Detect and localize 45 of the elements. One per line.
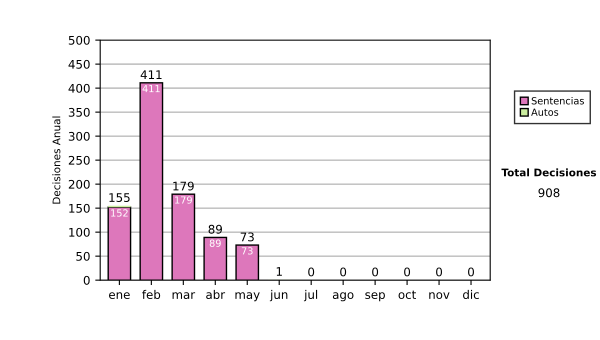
total-label: 1 <box>276 267 282 276</box>
text: Total Decisiones <box>501 168 596 176</box>
total-label: 0 <box>468 268 474 276</box>
total-label: 0 <box>308 268 314 276</box>
x-tick-label: nov <box>429 292 450 300</box>
y-axis-title: Decisiones Anual <box>52 116 60 204</box>
x-tick-label: dic <box>463 290 479 300</box>
y-tick-label: 450 <box>68 60 90 69</box>
total-label: 0 <box>436 268 442 276</box>
total-label: 179 <box>173 182 194 190</box>
total-label: 0 <box>340 268 346 276</box>
legend-label: Autos <box>531 108 558 116</box>
x-tick-label: jun <box>270 290 288 302</box>
total-label: 89 <box>208 224 222 234</box>
x-tick-label: jul <box>304 290 318 302</box>
y-tick-label: 300 <box>68 132 90 141</box>
data-label: 89 <box>210 240 221 247</box>
y-tick-label: 400 <box>68 84 90 93</box>
y-tick-label: 350 <box>68 108 90 117</box>
data-label: 152 <box>111 209 128 217</box>
x-tick-label: may <box>235 292 260 302</box>
x-tick-label: sep <box>365 292 385 302</box>
data-label: 179 <box>175 196 192 204</box>
x-tick-label: ago <box>332 292 354 302</box>
y-tick-label: 100 <box>69 228 90 237</box>
x-tick-label: feb <box>142 290 160 300</box>
total-label: 411 <box>140 70 162 79</box>
total-label: 73 <box>240 232 254 242</box>
y-tick-label: 500 <box>68 36 90 45</box>
legend-label: Sentencias <box>532 96 584 104</box>
y-tick-label: 150 <box>69 204 90 213</box>
text: 908 <box>538 188 560 198</box>
y-tick-label: 200 <box>68 180 90 189</box>
x-tick-label: ene <box>109 292 130 300</box>
y-tick-label: 50 <box>76 252 90 261</box>
total-label: 0 <box>404 268 410 276</box>
data-label: 411 <box>142 85 160 92</box>
total-label: 0 <box>372 268 378 276</box>
x-tick-label: abr <box>206 290 226 300</box>
y-tick-label: 250 <box>68 156 90 165</box>
x-tick-label: oct <box>398 290 416 300</box>
y-tick-label: 0 <box>84 276 90 285</box>
x-tick-label: mar <box>172 292 196 300</box>
total-label: 155 <box>109 193 130 202</box>
data-label: 73 <box>242 247 253 255</box>
